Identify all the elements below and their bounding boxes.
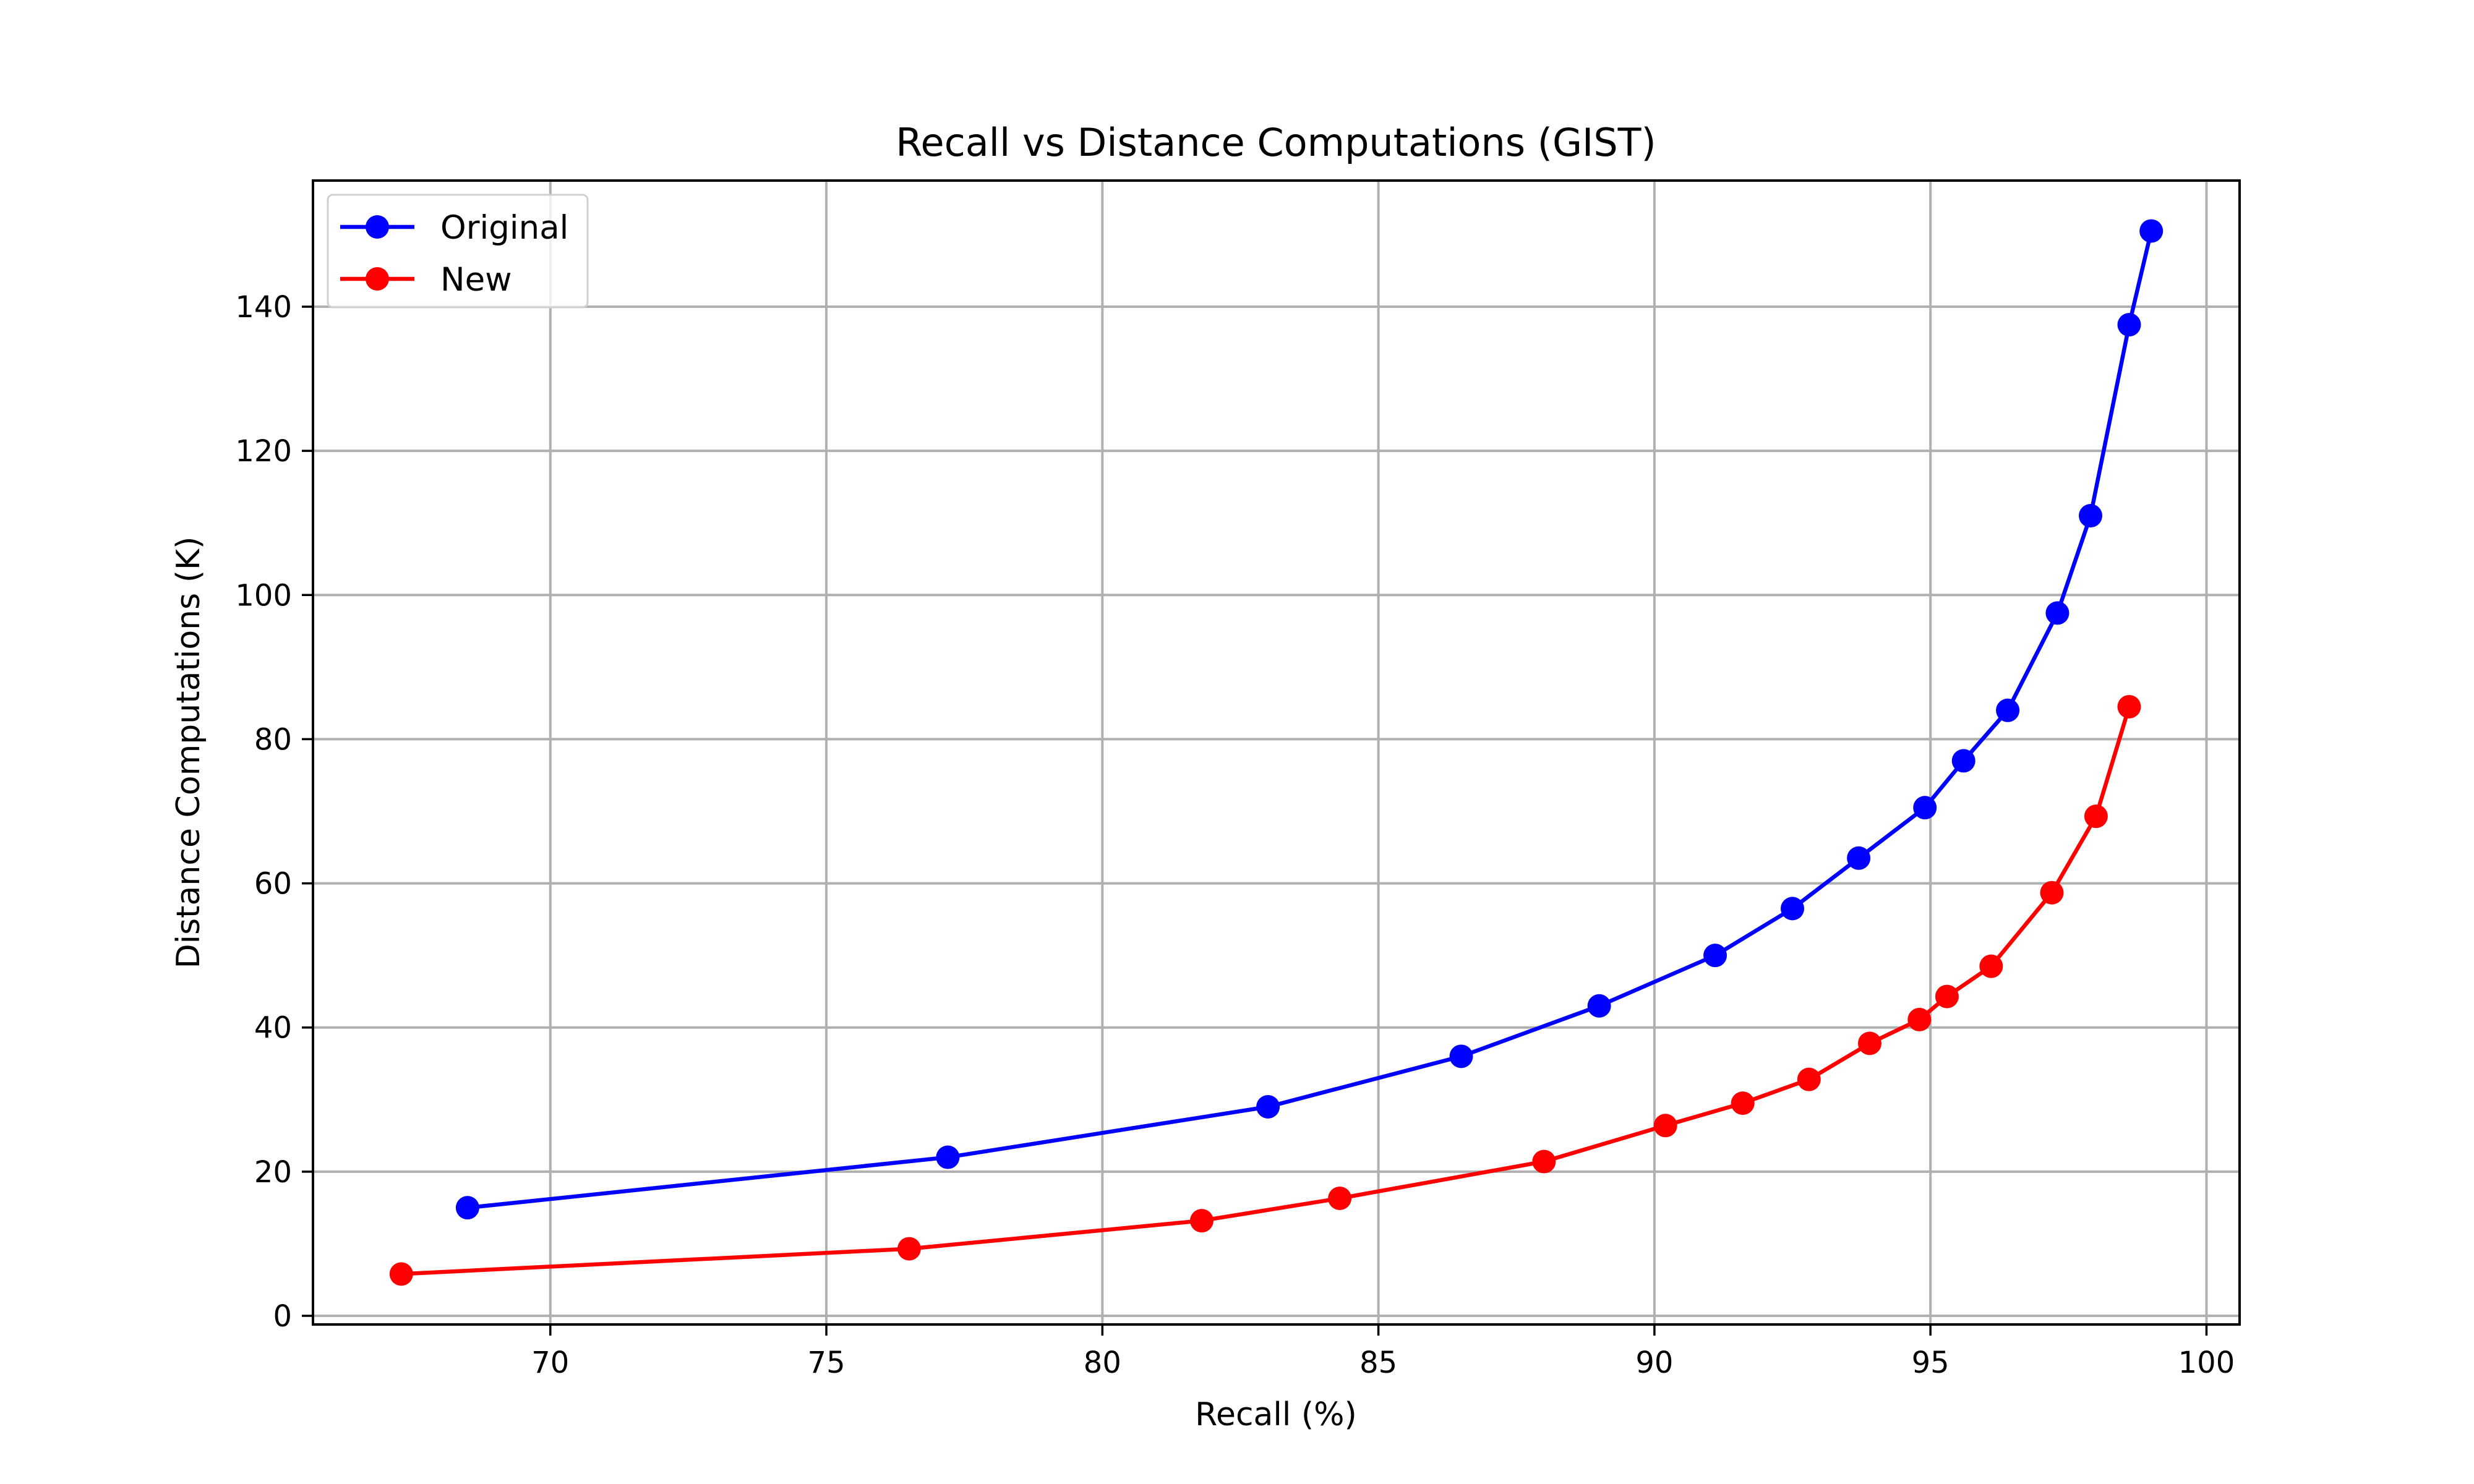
data-point-new	[1935, 984, 1959, 1009]
series-layer	[389, 219, 2164, 1286]
data-point-original	[1256, 1094, 1280, 1119]
data-point-original	[936, 1145, 960, 1169]
data-point-original	[1951, 749, 1975, 773]
data-point-original	[1449, 1044, 1473, 1068]
y-tick-label: 60	[254, 867, 292, 902]
ticks: 70 75 80 85 90 95 100 0 20 40 60 80 100 120 140	[235, 290, 2235, 1380]
legend-label-new: New	[440, 261, 512, 299]
data-point-original	[2045, 601, 2070, 625]
data-point-new	[897, 1237, 921, 1261]
x-tick-label: 95	[1912, 1345, 1950, 1380]
y-tick-label: 140	[235, 290, 292, 325]
data-point-original	[1703, 944, 1727, 968]
data-point-new	[1653, 1114, 1677, 1138]
data-point-new	[2084, 804, 2108, 829]
data-point-new	[1979, 954, 2003, 978]
x-tick-label: 80	[1084, 1345, 1121, 1380]
data-point-original	[1847, 846, 1871, 870]
x-tick-label: 85	[1359, 1345, 1397, 1380]
x-tick-label: 100	[2178, 1345, 2235, 1380]
data-point-new	[1731, 1091, 1755, 1115]
data-point-new	[1907, 1007, 1932, 1031]
data-point-new	[1328, 1186, 1352, 1210]
y-tick-label: 100	[235, 578, 292, 613]
x-axis-label: Recall (%)	[1195, 1396, 1357, 1433]
series-new	[389, 694, 2141, 1286]
y-tick-label: 80	[254, 722, 292, 757]
data-point-new	[2040, 881, 2064, 905]
axes-frame	[312, 179, 2241, 1326]
data-point-original	[2079, 504, 2103, 528]
data-point-original	[455, 1196, 479, 1220]
y-tick-label: 0	[273, 1299, 292, 1334]
y-tick-label: 120	[235, 434, 292, 469]
legend-marker-original	[366, 215, 389, 239]
data-point-new	[1857, 1031, 1881, 1055]
data-point-original	[1781, 897, 1805, 921]
data-point-original	[2139, 219, 2164, 243]
y-axis-label: Distance Computations (K)	[170, 537, 207, 969]
chart-title: Recall vs Distance Computations (GIST)	[896, 120, 1656, 165]
legend: Original New	[327, 194, 589, 309]
data-point-original	[2117, 313, 2141, 337]
x-tick-label: 75	[808, 1345, 845, 1380]
y-tick-label: 40	[254, 1011, 292, 1046]
data-point-new	[1532, 1149, 1556, 1174]
series-original	[455, 219, 2164, 1220]
legend-label-original: Original	[440, 209, 568, 247]
data-point-new	[1797, 1067, 1821, 1091]
data-point-new	[1190, 1209, 1214, 1233]
data-point-original	[1587, 994, 1611, 1018]
legend-marker-new	[366, 267, 389, 291]
data-point-original	[1996, 698, 2020, 722]
y-tick-label: 20	[254, 1155, 292, 1190]
data-point-new	[2117, 694, 2141, 719]
x-tick-label: 90	[1635, 1345, 1673, 1380]
x-tick-label: 70	[531, 1345, 569, 1380]
data-point-original	[1913, 796, 1937, 820]
data-point-new	[389, 1262, 413, 1286]
